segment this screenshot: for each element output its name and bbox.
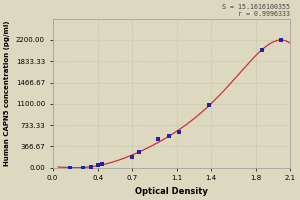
Text: S = 15.1616100355
r = 0.9996333: S = 15.1616100355 r = 0.9996333 [222, 4, 290, 17]
Point [67, 166, 72, 169]
Y-axis label: Human CAPN5 concentration (pg/ml): Human CAPN5 concentration (pg/ml) [4, 20, 10, 166]
Point [89, 165, 94, 168]
Point [279, 38, 283, 42]
Point [81, 166, 85, 169]
Point [177, 131, 182, 134]
Point [167, 134, 172, 138]
Point [206, 103, 211, 107]
Point [95, 164, 100, 167]
Point [100, 163, 105, 166]
Point [155, 138, 160, 141]
X-axis label: Optical Density: Optical Density [135, 187, 208, 196]
Point [129, 155, 134, 159]
Point [136, 151, 141, 154]
Point [260, 48, 264, 51]
